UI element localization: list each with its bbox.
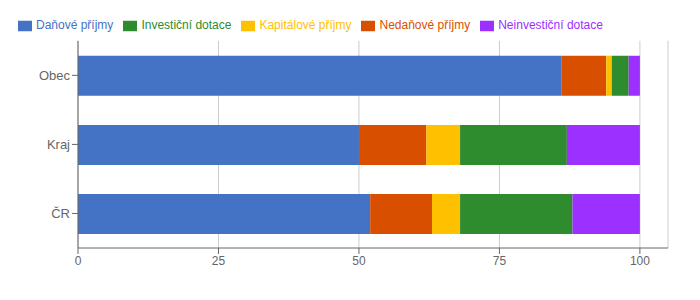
html-text:Kapitálové příjmy: Kapitálové příjmy <box>259 18 352 32</box>
html-text:Investiční dotace: Investiční dotace <box>141 18 232 32</box>
svg-text:ČR: ČR <box>51 206 70 221</box>
svg-text:25: 25 <box>212 254 226 268</box>
svg-text:75: 75 <box>493 254 507 268</box>
svg-text:Obec: Obec <box>39 68 71 83</box>
svg-text:100: 100 <box>630 254 650 268</box>
html-text:Nedaňové příjmy: Nedaňové příjmy <box>379 18 471 32</box>
svg-text:50: 50 <box>352 254 366 268</box>
html-text:Daňové příjmy: Daňové příjmy <box>36 18 114 32</box>
svg-text:0: 0 <box>75 254 82 268</box>
svg-text:Kraj: Kraj <box>47 137 70 152</box>
html-text:Neinvestiční dotace: Neinvestiční dotace <box>498 18 603 32</box>
